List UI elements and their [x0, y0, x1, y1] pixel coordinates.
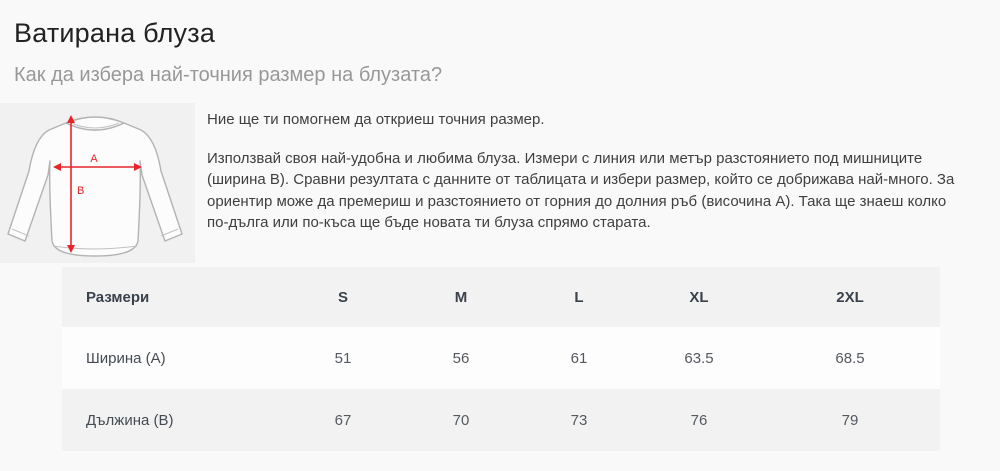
shirt-hem-line: [52, 245, 138, 250]
table-header-size-l: L: [574, 288, 584, 306]
width-value-m: 56: [452, 349, 470, 367]
guide-section: A B Ние ще ти помогнем да откриеш точния…: [0, 103, 1000, 263]
length-value-2xl: 79: [841, 411, 859, 429]
size-guide-page: Ватирана блуза Как да избера най-точния …: [0, 18, 1000, 471]
size-table-container: Размери S M L XL 2XL Ширина (A) 51 56 61…: [62, 267, 940, 451]
width-value-l: 61: [570, 349, 588, 367]
table-header-size-2xl: 2XL: [836, 288, 864, 306]
page-title: Ватирана блуза: [14, 18, 216, 48]
length-value-m: 70: [452, 411, 470, 429]
guide-text-block: Ние ще ти помогнем да откриеш точния раз…: [207, 103, 1000, 234]
guide-instructions-paragraph: Използвай своя най-удобна и любима блуза…: [207, 149, 955, 232]
size-table-header-row: Размери S M L XL 2XL: [62, 267, 940, 327]
length-value-xl: 76: [690, 411, 708, 429]
table-row-length: Дължина (B) 67 70 73 76 79: [62, 389, 940, 451]
size-table: Размери S M L XL 2XL Ширина (A) 51 56 61…: [62, 267, 940, 451]
length-value-l: 73: [570, 411, 588, 429]
shirt-collar: [65, 116, 125, 131]
table-header-size-s: S: [337, 288, 348, 306]
shirt-illustration: A B: [7, 115, 183, 257]
length-value-s: 67: [334, 411, 352, 429]
length-label: B: [77, 185, 84, 197]
width-value-s: 51: [334, 349, 352, 367]
length-arrow-head-bottom: [67, 245, 75, 253]
shirt-cuff-line-right: [160, 228, 179, 237]
shirt-cuff-line-left: [11, 228, 30, 237]
row-label-length: Дължина (B): [86, 411, 174, 429]
row-label-width: Ширина (A): [86, 349, 166, 367]
table-header-size-xl: XL: [689, 288, 709, 306]
width-value-xl: 63.5: [684, 349, 714, 367]
guide-intro-paragraph: Ние ще ти помогнем да откриеш точния раз…: [207, 111, 545, 128]
width-value-2xl: 68.5: [835, 349, 865, 367]
table-header-sizes: Размери: [86, 288, 150, 306]
page-subtitle: Как да избера най-точния размер на блуза…: [14, 64, 443, 86]
table-row-width: Ширина (A) 51 56 61 63.5 68.5: [62, 327, 940, 389]
length-arrow-head-top: [67, 115, 75, 123]
width-label: A: [90, 153, 98, 165]
width-arrow-head-left: [53, 163, 61, 171]
shirt-collar-inner-line: [70, 122, 120, 129]
shirt-measurement-diagram: A B: [0, 103, 195, 263]
table-header-size-m: M: [454, 288, 468, 306]
width-arrow-head-right: [134, 163, 142, 171]
shirt-body-outline: [7, 122, 183, 257]
